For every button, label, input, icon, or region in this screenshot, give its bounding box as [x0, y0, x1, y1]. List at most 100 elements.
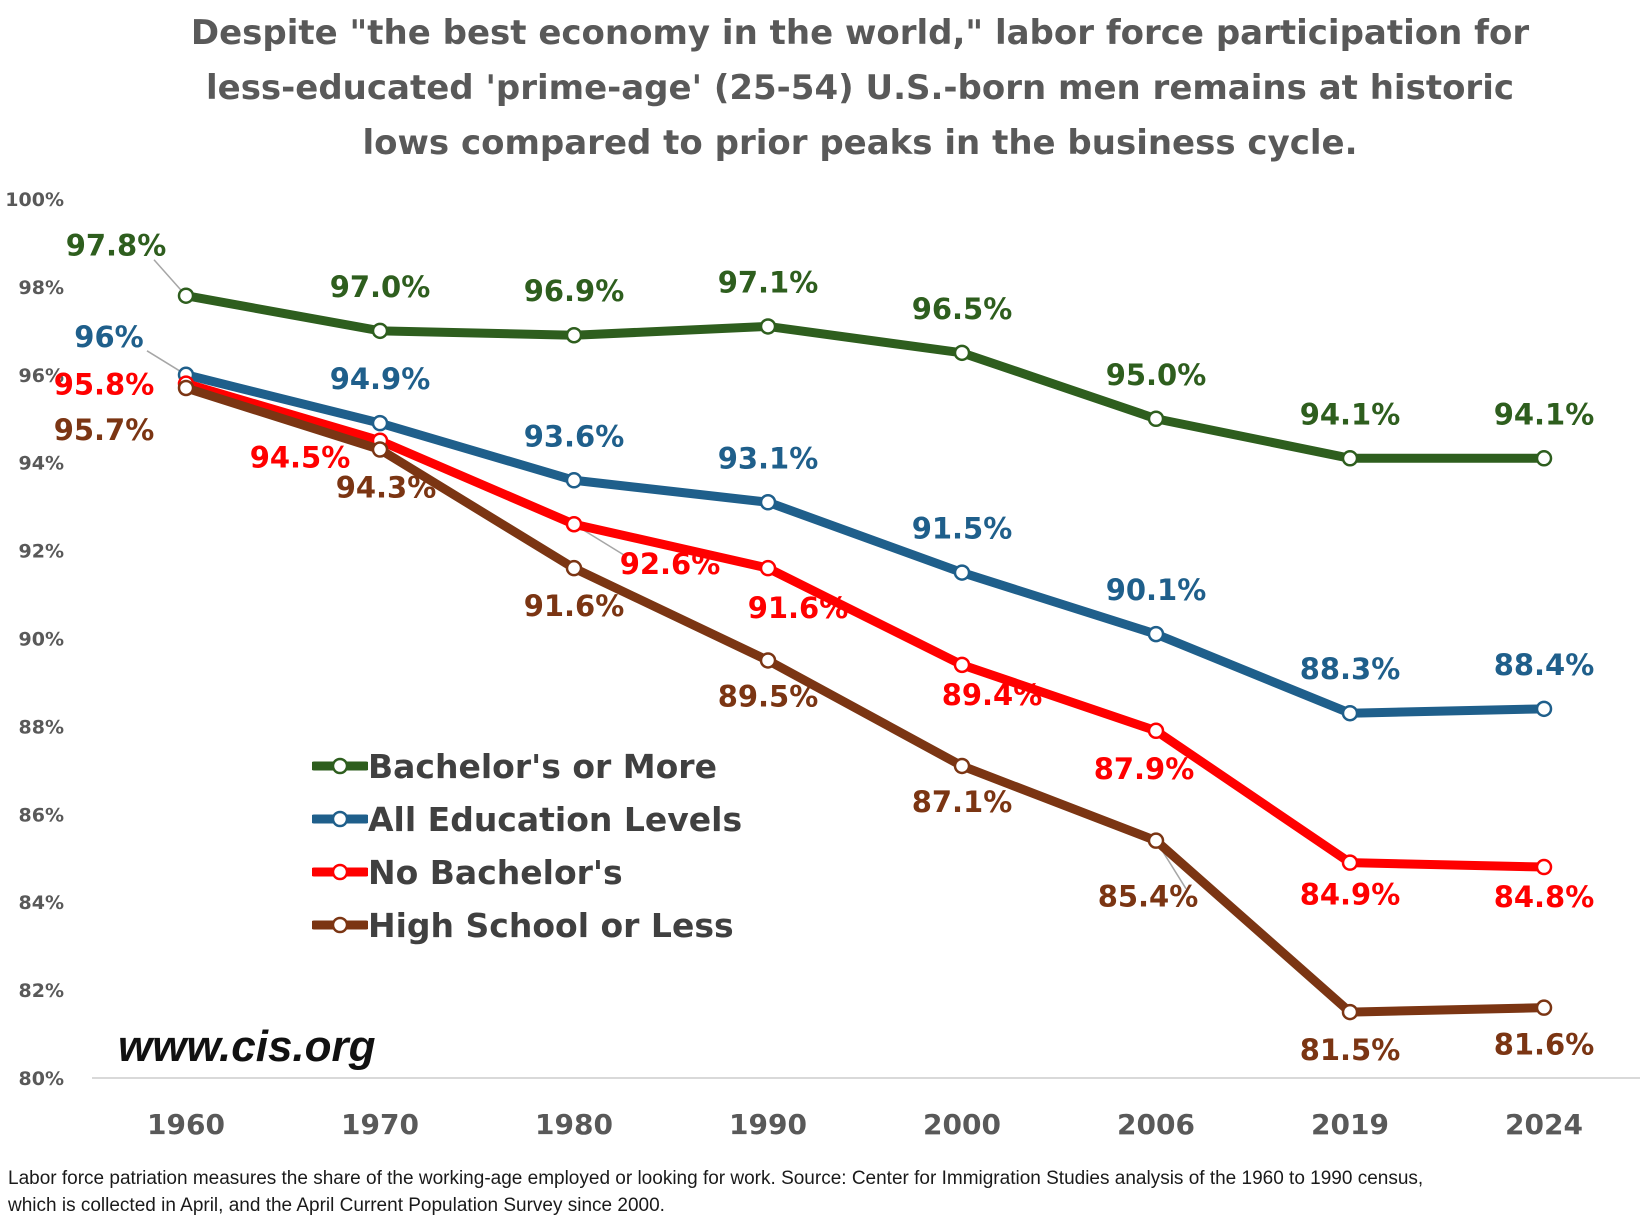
x-tick-label: 2019: [1311, 1108, 1389, 1141]
data-point: [1147, 832, 1165, 849]
legend-item: High School or Less: [312, 905, 734, 945]
x-tick-label: 1960: [147, 1108, 225, 1141]
data-label: 94.1%: [1494, 397, 1595, 431]
legend-swatch: [312, 863, 368, 881]
data-label: 91.6%: [748, 591, 849, 625]
y-tick-label: 90%: [19, 629, 64, 651]
data-point: [1341, 450, 1359, 467]
data-point: [1147, 722, 1165, 740]
data-label: 94.9%: [330, 362, 431, 396]
data-point: [177, 379, 195, 397]
data-label: 95.8%: [54, 368, 155, 402]
data-label: 84.8%: [1494, 880, 1595, 914]
x-tick-label: 1990: [729, 1108, 807, 1141]
x-tick-label: 2006: [1117, 1108, 1195, 1141]
data-label: 95.7%: [54, 413, 155, 447]
chart-title-line: Despite "the best economy in the world,"…: [190, 13, 1530, 53]
data-label: 96.5%: [912, 292, 1013, 326]
y-tick-label: 82%: [19, 980, 64, 1002]
footnote-line: which is collected in April, and the Apr…: [8, 1195, 665, 1216]
data-point: [953, 656, 971, 674]
legend-swatch: [312, 916, 368, 934]
data-point: [759, 559, 777, 577]
x-tick-label: 1970: [341, 1108, 419, 1141]
legend-label: All Education Levels: [368, 799, 743, 839]
data-label: 94.1%: [1300, 397, 1401, 431]
legend-swatch: [312, 757, 368, 775]
legend-item: No Bachelor's: [312, 852, 623, 892]
data-label: 97.8%: [66, 229, 167, 263]
legend-label: No Bachelor's: [368, 852, 623, 892]
chart-title-line: less-educated 'prime-age' (25-54) U.S.-b…: [205, 68, 1515, 108]
line-chart: 80%82%84%86%88%90%92%94%96%98%100% 1960 1…: [5, 189, 1640, 1141]
legend-label: High School or Less: [368, 905, 734, 945]
legend-swatch: [312, 810, 368, 828]
data-labels: 97.8% 97.0% 96.9% 97.1% 96.5% 95.0% 94.1% 94.1%…: [54, 229, 1595, 1067]
data-label: 93.6%: [524, 419, 625, 453]
data-label: 90.1%: [1106, 573, 1207, 607]
data-point: [371, 322, 389, 340]
data-point: [565, 559, 583, 577]
y-tick-label: 94%: [19, 453, 64, 475]
data-label: 94.5%: [250, 441, 351, 475]
data-label: 81.6%: [1494, 1028, 1595, 1062]
x-tick-label: 2024: [1505, 1108, 1583, 1141]
data-label: 96.9%: [524, 274, 625, 308]
data-point: [1341, 1003, 1359, 1021]
data-label: 91.5%: [912, 512, 1013, 546]
chart-title-line: lows compared to prior peaks in the busi…: [362, 123, 1358, 163]
data-point: [1535, 450, 1553, 467]
data-label: 89.5%: [718, 679, 819, 713]
data-point: [1147, 625, 1165, 643]
legend-item: Bachelor's or More: [312, 746, 717, 786]
data-label: 93.1%: [718, 441, 819, 475]
y-tick-label: 88%: [19, 716, 64, 738]
x-tick-label: 2000: [923, 1108, 1001, 1141]
footnote-line: Labor force patriation measures the shar…: [8, 1168, 1424, 1189]
y-tick-label: 92%: [19, 541, 64, 563]
series-line: [181, 383, 1549, 1017]
data-point: [759, 652, 777, 669]
data-label: 97.1%: [718, 265, 819, 299]
data-point: [1341, 704, 1359, 722]
data-point: [1341, 854, 1359, 871]
data-label: 87.1%: [912, 785, 1013, 819]
x-axis: 1960 1970 1980 1990 2000 2006 2019 2024: [92, 1077, 1640, 1141]
series-line: [181, 379, 1549, 872]
data-point: [565, 326, 583, 344]
footnote: Labor force patriation measures the shar…: [8, 1165, 1638, 1219]
data-point: [565, 515, 583, 533]
data-label: 96%: [74, 320, 143, 354]
data-label: 87.9%: [1094, 752, 1195, 786]
data-label: 81.5%: [1300, 1033, 1401, 1067]
y-tick-label: 80%: [19, 1068, 64, 1090]
data-point: [177, 287, 195, 304]
watermark: www.cis.org: [118, 1022, 376, 1071]
series-line: [181, 291, 1549, 463]
y-axis: 80% 82% 84% 86% 88% 90% 92% 94% 96% 98% 100%: [5, 189, 64, 1090]
data-point: [1535, 999, 1553, 1016]
legend-label: Bachelor's or More: [368, 746, 717, 786]
data-label: 95.0%: [1106, 358, 1207, 392]
data-label: 84.9%: [1300, 878, 1401, 912]
data-point: [371, 441, 389, 458]
series-group: [177, 287, 1553, 1021]
data-point: [371, 414, 389, 432]
y-tick-label: 84%: [19, 892, 64, 914]
series-line: [181, 370, 1549, 718]
chart-title: Despite "the best economy in the world,"…: [150, 6, 1570, 171]
data-point: [1535, 858, 1553, 876]
data-point: [759, 494, 777, 511]
data-point: [565, 472, 583, 489]
data-point: [953, 757, 971, 775]
data-point: [953, 564, 971, 581]
data-point: [1535, 700, 1553, 718]
data-label: 92.6%: [620, 547, 721, 581]
data-label: 88.3%: [1300, 652, 1401, 686]
y-tick-label: 86%: [19, 804, 64, 826]
legend-item: All Education Levels: [312, 799, 742, 839]
y-tick-label: 98%: [19, 277, 64, 299]
data-label: 91.6%: [524, 589, 625, 623]
x-tick-label: 1980: [535, 1108, 613, 1141]
data-point: [759, 318, 777, 335]
